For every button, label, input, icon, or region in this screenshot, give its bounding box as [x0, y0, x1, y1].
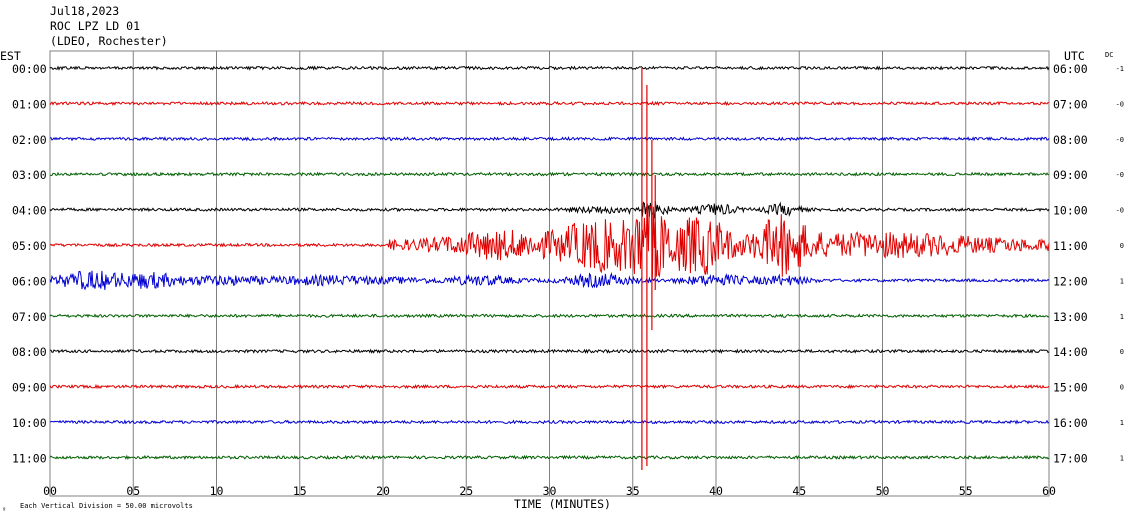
- x-tick-label: 05: [126, 484, 140, 498]
- utc-hour-label: 08:00: [1053, 133, 1088, 147]
- utc-hour-label: 16:00: [1053, 416, 1088, 430]
- est-hour-label: 08:00: [12, 345, 47, 359]
- x-tick-label: 10: [210, 484, 224, 498]
- trace-line: [49, 419, 1050, 425]
- utc-hour-label: 07:00: [1053, 97, 1088, 111]
- dc-offset-label: -0: [1116, 136, 1124, 144]
- est-hour-label: 01:00: [12, 97, 47, 111]
- header-network: (LDEO, Rochester): [50, 34, 168, 48]
- x-tick-label: 45: [792, 484, 806, 498]
- utc-hour-label: 14:00: [1053, 345, 1088, 359]
- est-hour-label: 03:00: [12, 168, 47, 182]
- utc-hour-label: 11:00: [1053, 239, 1088, 253]
- dc-offset-label: 0: [1120, 384, 1124, 392]
- utc-hour-label: 13:00: [1053, 310, 1088, 324]
- scale-note: Each Vertical Division = 50.00 microvolt…: [20, 502, 193, 510]
- utc-hour-label: 15:00: [1053, 381, 1088, 395]
- x-tick-label: 30: [543, 484, 557, 498]
- header-station: ROC LPZ LD 01: [50, 19, 140, 33]
- x-tick-label: 20: [376, 484, 390, 498]
- trace-line: [49, 203, 1050, 278]
- dc-offset-label: -0: [1116, 100, 1124, 108]
- trace-line: [49, 383, 1050, 390]
- x-tick-label: 25: [459, 484, 473, 498]
- x-tick-label: 00: [43, 484, 57, 498]
- utc-hour-label: 10:00: [1053, 204, 1088, 218]
- header-date: Jul18,2023: [50, 4, 119, 18]
- dc-offset-label: 1: [1120, 277, 1124, 285]
- est-hour-label: 11:00: [12, 451, 47, 465]
- dc-offset-label: -0: [1116, 171, 1124, 179]
- est-axis-title: EST: [0, 49, 21, 63]
- row-labels: 00:00 06:00 -1 01:00 07:00 -0 02:00 08:00 -0 03:0…: [12, 62, 1124, 465]
- trace-line: [49, 65, 1050, 71]
- dc-offset-label: -1: [1116, 65, 1124, 73]
- x-tick-label: 55: [959, 484, 973, 498]
- est-hour-label: 09:00: [12, 381, 47, 395]
- trace-line: [50, 136, 1050, 142]
- dc-offset-label: 1: [1120, 419, 1124, 427]
- vertical-grid: [132, 51, 967, 496]
- trace-line: [49, 201, 1050, 219]
- utc-hour-label: 09:00: [1053, 168, 1088, 182]
- dc-offset-label: 0: [1120, 242, 1124, 250]
- est-hour-label: 05:00: [12, 239, 47, 253]
- x-tick-label: 50: [876, 484, 890, 498]
- utc-axis-title: UTC: [1064, 49, 1085, 63]
- dc-column-title: DC: [1105, 51, 1113, 59]
- x-tick-label: 15: [293, 484, 307, 498]
- x-tick-label: 40: [709, 484, 723, 498]
- utc-hour-label: 06:00: [1053, 62, 1088, 76]
- seismogram-traces: [49, 65, 1050, 470]
- trace-line: [49, 171, 1050, 177]
- trace-line: [49, 348, 1050, 354]
- x-axis-title: TIME (MINUTES): [514, 497, 611, 511]
- utc-hour-label: 17:00: [1053, 451, 1088, 465]
- trace-line: [49, 454, 1050, 461]
- dc-offset-label: 1: [1120, 454, 1124, 462]
- dc-offset-label: 0: [1120, 348, 1124, 356]
- trace-line: [49, 270, 1050, 291]
- scale-icon: ᵍ: [2, 506, 6, 514]
- dc-offset-label: 1: [1120, 313, 1124, 321]
- trace-line: [49, 100, 1050, 107]
- est-hour-label: 06:00: [12, 274, 47, 288]
- dc-offset-label: -0: [1116, 207, 1124, 215]
- est-hour-label: 02:00: [12, 133, 47, 147]
- utc-hour-label: 12:00: [1053, 274, 1088, 288]
- trace-line: [49, 313, 1050, 319]
- est-hour-label: 00:00: [12, 62, 47, 76]
- est-hour-label: 07:00: [12, 310, 47, 324]
- x-tick-label: 35: [626, 484, 640, 498]
- x-tick-label: 60: [1042, 484, 1056, 498]
- x-axis-ticks: 00 05 10 15 20 25 30 35 40 45 50 55 60: [43, 484, 1056, 498]
- est-hour-label: 10:00: [12, 416, 47, 430]
- est-hour-label: 04:00: [12, 204, 47, 218]
